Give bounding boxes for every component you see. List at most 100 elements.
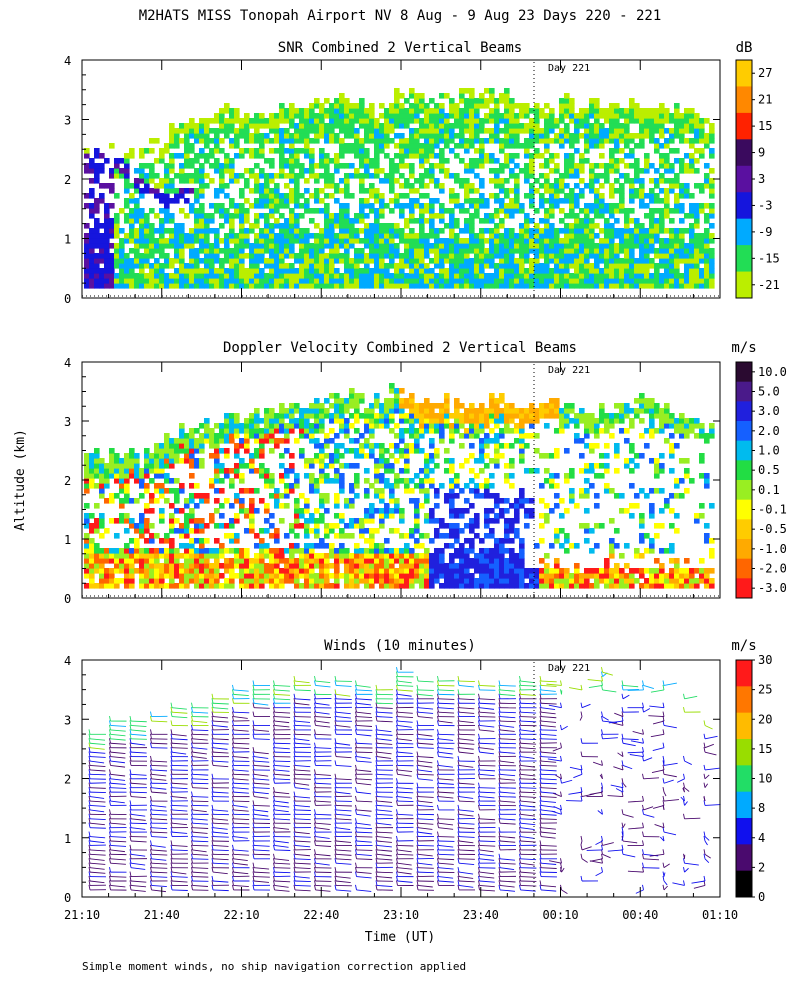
doppler-cell — [429, 458, 435, 464]
snr-cell — [594, 273, 600, 279]
snr-cell — [439, 258, 445, 264]
snr-cell — [444, 283, 450, 289]
snr-cell — [614, 148, 620, 154]
snr-cell — [474, 128, 480, 134]
snr-cell — [514, 238, 520, 244]
snr-cell — [149, 228, 155, 234]
snr-cell — [609, 153, 615, 159]
snr-cell — [179, 258, 185, 264]
snr-cell — [99, 198, 105, 204]
snr-cell — [624, 278, 630, 284]
snr-cell — [664, 278, 670, 284]
doppler-cell — [369, 483, 375, 489]
snr-cell — [554, 188, 560, 194]
snr-cell — [519, 278, 525, 284]
doppler-cell — [444, 398, 450, 404]
snr-cell — [229, 118, 235, 124]
doppler-cell — [89, 573, 95, 579]
colorbar-label: -3 — [758, 198, 772, 212]
snr-cell — [304, 153, 310, 159]
doppler-cell — [344, 463, 350, 469]
colorbar-label: -15 — [758, 251, 780, 265]
doppler-cell — [384, 573, 390, 579]
snr-cell — [124, 153, 130, 159]
doppler-cell — [84, 583, 90, 589]
snr-cell — [499, 98, 505, 104]
snr-cell — [259, 278, 265, 284]
snr-cell — [599, 193, 605, 199]
snr-cell — [514, 208, 520, 214]
snr-cell — [189, 158, 195, 164]
snr-cell — [659, 123, 665, 129]
snr-cell — [474, 278, 480, 284]
doppler-cell — [154, 483, 160, 489]
snr-cell — [649, 233, 655, 239]
doppler-cell — [179, 428, 185, 434]
snr-cell — [264, 188, 270, 194]
snr-cell — [214, 168, 220, 174]
doppler-cell — [309, 423, 315, 429]
snr-cell — [519, 208, 525, 214]
snr-cell — [434, 243, 440, 249]
snr-cell — [704, 213, 710, 219]
snr-cell — [509, 103, 515, 109]
snr-cell — [99, 253, 105, 259]
snr-cell — [454, 263, 460, 269]
doppler-cell — [184, 558, 190, 564]
snr-cell — [164, 273, 170, 279]
doppler-cell — [159, 518, 165, 524]
snr-cell — [244, 183, 250, 189]
doppler-cell — [299, 563, 305, 569]
snr-cell — [284, 253, 290, 259]
snr-cell — [404, 123, 410, 129]
snr-cell — [319, 173, 325, 179]
doppler-cell — [114, 548, 120, 554]
doppler-cell — [439, 418, 445, 424]
snr-cell — [559, 138, 565, 144]
snr-cell — [104, 228, 110, 234]
doppler-cell — [114, 493, 120, 499]
doppler-cell — [154, 568, 160, 574]
doppler-cell — [129, 498, 135, 504]
snr-cell — [454, 248, 460, 254]
doppler-cell — [304, 413, 310, 419]
snr-cell — [249, 203, 255, 209]
doppler-cell — [354, 403, 360, 409]
snr-cell — [664, 258, 670, 264]
snr-cell — [634, 228, 640, 234]
doppler-cell — [164, 478, 170, 484]
snr-cell — [364, 213, 370, 219]
snr-cell — [299, 123, 305, 129]
snr-cell — [224, 253, 230, 259]
doppler-cell — [319, 418, 325, 424]
snr-cell — [334, 103, 340, 109]
snr-cell — [219, 248, 225, 254]
snr-cell — [409, 248, 415, 254]
snr-cell — [89, 248, 95, 254]
snr-cell — [364, 253, 370, 259]
doppler-cell — [404, 548, 410, 554]
snr-cell — [364, 203, 370, 209]
doppler-cell — [109, 463, 115, 469]
colorbar-label: 9 — [758, 146, 765, 160]
snr-cell — [639, 188, 645, 194]
snr-cell — [594, 138, 600, 144]
snr-cell — [184, 188, 190, 194]
doppler-cell — [169, 518, 175, 524]
snr-cell — [344, 208, 350, 214]
snr-cell — [549, 183, 555, 189]
snr-cell — [509, 273, 515, 279]
snr-cell — [394, 198, 400, 204]
snr-cell — [689, 193, 695, 199]
snr-cell — [234, 273, 240, 279]
snr-cell — [384, 153, 390, 159]
snr-cell — [144, 258, 150, 264]
doppler-cell — [339, 453, 345, 459]
snr-cell — [279, 283, 285, 289]
doppler-cell — [379, 543, 385, 549]
snr-cell — [544, 158, 550, 164]
snr-cell — [424, 218, 430, 224]
snr-cell — [274, 128, 280, 134]
snr-cell — [689, 168, 695, 174]
snr-cell — [509, 258, 515, 264]
